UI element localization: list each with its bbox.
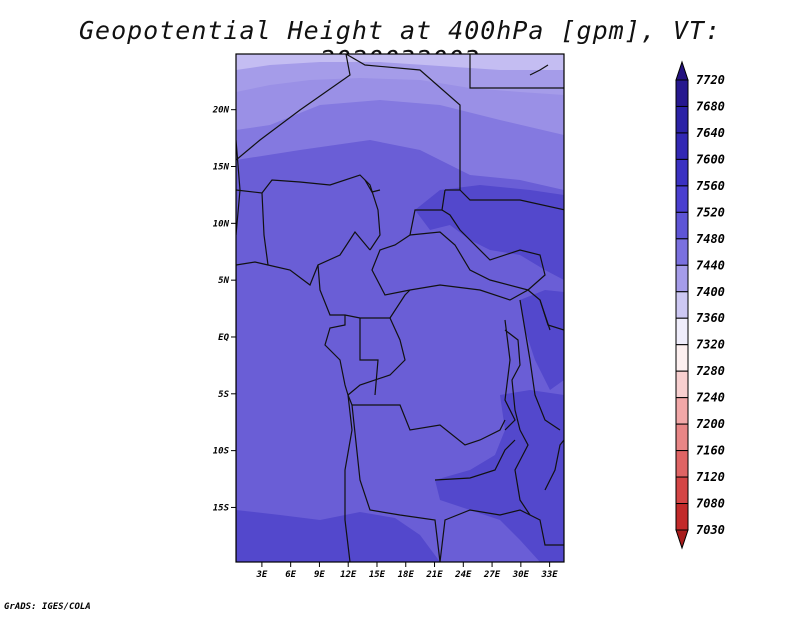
lon-tick-label: 24E (454, 570, 472, 580)
lon-tick-label: 3E (255, 570, 267, 580)
lat-tick-label: 15N (213, 163, 230, 173)
colorbar-segment (675, 185, 689, 213)
colorbar-segment (675, 158, 689, 187)
colorbar-segment (675, 105, 689, 134)
border-mozambique (544, 439, 564, 491)
lon-tick-label: 18E (398, 570, 415, 580)
colorbar-label: 7440 (696, 258, 725, 272)
border-chad-west (371, 189, 446, 296)
border-angola-north (347, 394, 506, 446)
contour-7560-southeast (435, 390, 564, 562)
border-benin (261, 192, 269, 266)
colorbar-label: 7240 (696, 391, 725, 405)
colorbar-segment (675, 291, 689, 319)
lat-tick-label: 10N (213, 219, 230, 229)
colorbar-segment (675, 264, 689, 293)
coast-angola (344, 394, 353, 562)
border-cameroon-south (317, 264, 411, 319)
colorbar-label: 7400 (696, 285, 725, 299)
lat-tick-label: 5N (218, 276, 229, 286)
lon-axis: 3E 6E 9E 12E 15E 18E 21E 24E 27E 30E 33E (255, 562, 558, 580)
border-zambia-north (434, 439, 516, 481)
colorbar-label: 7200 (696, 417, 725, 431)
border-niger-south (236, 174, 381, 251)
border-chad-sudan-north (459, 189, 564, 211)
lat-tick-label: 20N (212, 106, 230, 116)
colorbar: 7720 7680 7640 7600 7560 7520 7480 7440 7400 7360… (675, 60, 725, 550)
border-tanzania (519, 299, 561, 431)
colorbar-segment (675, 397, 689, 425)
border-gabon (324, 315, 349, 396)
lake-malawi (514, 429, 531, 516)
colorbar-segment (675, 450, 689, 478)
colorbar-segment (675, 370, 689, 399)
border-sudan-south (441, 209, 546, 291)
colorbar-label: 7280 (696, 364, 725, 378)
lat-tick-label: 10S (213, 447, 230, 457)
colorbar-segment (675, 211, 689, 240)
colorbar-segment (675, 423, 689, 452)
colorbar-label: 7600 (696, 152, 725, 166)
colorbar-label: 7520 (696, 205, 725, 219)
colorbar-label: 7560 (696, 179, 725, 193)
lon-tick-label: 21E (425, 570, 443, 580)
lat-tick-label: 5S (218, 390, 229, 400)
border-mali-west (236, 139, 241, 236)
colorbar-label: 7640 (696, 126, 725, 140)
lat-tick-label: 15S (213, 503, 230, 513)
lon-tick-label: 27E (483, 570, 501, 580)
contour-7560-southwest (236, 510, 440, 562)
lat-axis: 20N 15N 10N 5N EQ 5S 10S 15S (212, 106, 236, 513)
border-angola-namibia (351, 404, 441, 562)
colorbar-label: 7030 (696, 523, 725, 537)
colorbar-segment (675, 79, 689, 107)
lat-tick-label: EQ (218, 333, 229, 343)
contour-7560-north (415, 185, 564, 280)
lon-tick-label: 6E (285, 570, 296, 580)
colorbar-label: 7080 (696, 497, 725, 511)
lon-tick-label: 9E (314, 570, 325, 580)
coast-gulf-guinea (236, 230, 371, 286)
lake-chad (364, 179, 381, 193)
borders (236, 54, 564, 562)
colorbar-label: 7680 (696, 99, 725, 113)
colorbar-segment (675, 317, 689, 346)
colorbar-label: 7720 (696, 73, 725, 87)
colorbar-segment (675, 344, 689, 372)
colorbar-label: 7480 (696, 232, 725, 246)
grads-credit: GrADS: IGES/COLA (4, 602, 91, 612)
border-car-north (409, 231, 529, 291)
border-kenya (539, 299, 564, 331)
lon-tick-label: 30E (512, 570, 530, 580)
border-zambia-south (439, 509, 564, 562)
map-frame (235, 53, 565, 563)
contour-fill (236, 54, 564, 562)
border-libya-niger (345, 54, 461, 191)
colorbar-label: 7160 (696, 444, 725, 458)
border-congo-west (359, 318, 379, 396)
colorbar-segment (675, 503, 689, 531)
colorbar-segment (675, 238, 689, 266)
lakes-rift (504, 329, 521, 431)
colorbar-label: 7320 (696, 338, 725, 352)
colorbar-label: 7120 (696, 470, 725, 484)
colorbar-segment (675, 132, 689, 160)
colorbar-label: 7360 (696, 311, 725, 325)
border-egypt (469, 54, 564, 89)
coast-north (529, 64, 549, 76)
contour-7400 (236, 54, 564, 70)
lon-tick-label: 15E (369, 570, 386, 580)
border-algeria-mali (236, 54, 351, 161)
colorbar-top-arrow (675, 60, 689, 81)
lon-tick-label: 33E (540, 570, 558, 580)
contour-7560-east (520, 290, 564, 390)
colorbar-segment (675, 476, 689, 505)
border-drc-west (347, 317, 406, 396)
border-drc-east (504, 319, 516, 431)
colorbar-bottom-arrow (675, 529, 689, 550)
lon-tick-label: 12E (340, 570, 357, 580)
